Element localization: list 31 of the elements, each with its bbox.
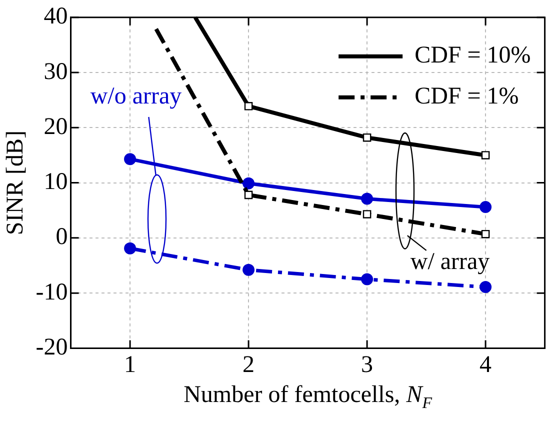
annotation: w/ array: [410, 249, 490, 276]
point: [244, 190, 253, 200]
point: [361, 192, 374, 205]
point: [362, 210, 372, 218]
x-tick-label: 3: [361, 352, 374, 378]
point: [481, 151, 490, 160]
point: [244, 102, 253, 110]
legend-label: CDF = 1%: [414, 84, 519, 110]
point: [124, 242, 136, 254]
annotation: w/o array: [90, 84, 182, 110]
x-tick-label: 4: [480, 352, 492, 378]
y-tick-label: 30: [44, 58, 68, 85]
y-tick-label: -20: [36, 334, 68, 360]
point: [481, 230, 490, 238]
x-tick-label: 2: [242, 352, 255, 378]
point: [362, 133, 372, 142]
point: [242, 264, 255, 276]
point: [124, 153, 136, 166]
point: [242, 177, 255, 190]
x-tick-label: 1: [124, 352, 136, 378]
y-tick-label: 10: [44, 169, 68, 196]
point: [480, 201, 492, 214]
y-tick-label: -10: [36, 279, 68, 306]
x-axis-title: Number of femtocells, N$_{F}$: [182, 382, 434, 413]
point: [361, 273, 374, 286]
y-tick-label: 20: [44, 114, 68, 140]
point: [480, 281, 492, 293]
y-axis-title: SINR [dB]: [2, 130, 29, 236]
y-tick-label: 40: [44, 4, 68, 30]
y-tick-label: 0: [56, 224, 68, 250]
legend-label: CDF = 10%: [414, 42, 531, 69]
